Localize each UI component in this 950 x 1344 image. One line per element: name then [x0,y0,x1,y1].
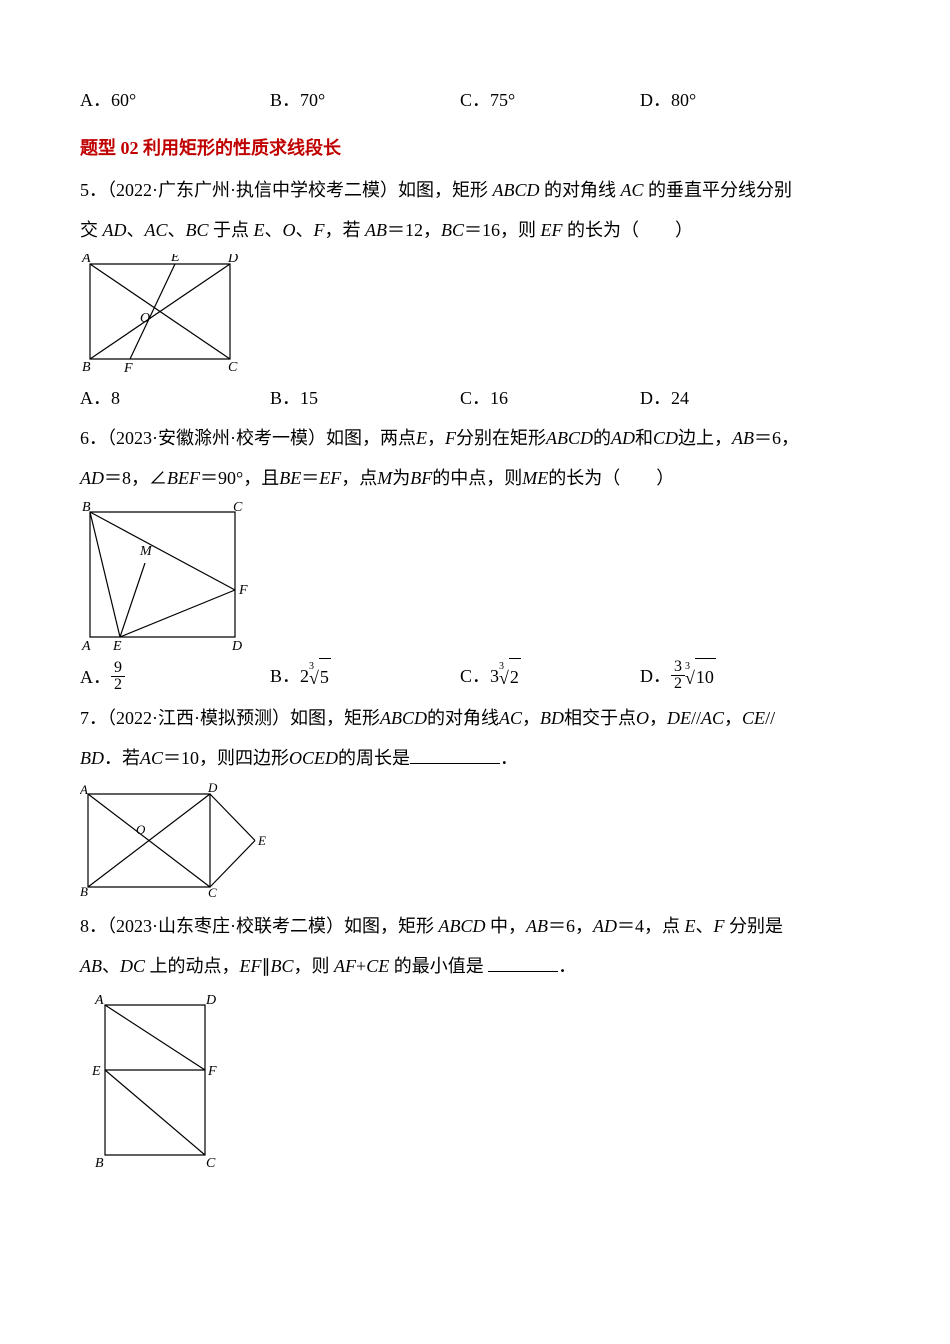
q5-option-a: A．8 [80,380,270,416]
svg-text:E: E [170,254,180,265]
q6-c-label: C． [460,666,490,686]
q6-d-den: 2 [671,676,685,692]
svg-text:C: C [208,885,217,900]
q7-stem: 7．（2022·江西·模拟预测）如图，矩形ABCD的对角线AC，BD相交于点O，… [80,700,890,736]
q6-source: （2023·安徽滁州·校考一模） [107,428,326,448]
q6-diagram: B C A D E F M [80,502,890,652]
q6-d-num: 3 [671,659,685,676]
svg-text:F: F [123,361,133,374]
svg-text:E: E [112,639,122,652]
q6-d-rad: 10 [695,658,716,695]
q4-option-d: D．80° [640,82,696,118]
svg-text:A: A [94,993,104,1008]
q6-option-c: C．332 [460,658,640,696]
svg-text:C: C [206,1156,216,1170]
q4-option-b: B．70° [270,82,460,118]
q8-diagram: A D B C E F [90,990,890,1170]
svg-text:M: M [139,544,153,559]
svg-text:B: B [80,884,88,899]
q6-a-label: A． [80,667,111,687]
q8-prefix: 8． [80,916,107,936]
q7-blank [410,745,500,764]
svg-text:B: B [82,360,91,374]
q4-option-a: A．60° [80,82,270,118]
q6-c-rad: 2 [509,658,521,695]
q5-prefix: 5． [80,180,107,200]
q6-options: A．92 B．235 C．332 D．32310 [80,658,890,696]
q7-stem-line2: BD．若AC＝10，则四边形OCED的周长是． [80,740,890,776]
q6-b-coef: 2 [300,666,309,686]
q5-source: （2022·广东广州·执信中学校考二模） [107,180,398,200]
q8-stem: 8．（2023·山东枣庄·校联考二模）如图，矩形 ABCD 中，AB＝6，AD＝… [80,908,890,944]
q6-b-rad: 5 [319,658,331,695]
svg-text:A: A [80,782,88,797]
section-heading-02: 题型 02 利用矩形的性质求线段长 [80,130,890,166]
q5-stem1: 如图，矩形 ABCD 的对角线 AC 的垂直平分线分别 [398,180,792,200]
q5-diagram: A B C D E F O [80,254,890,374]
svg-text:D: D [205,993,216,1008]
svg-text:F: F [207,1064,217,1079]
svg-text:B: B [82,502,91,515]
q6-b-label: B． [270,666,300,686]
svg-text:D: D [207,782,218,795]
svg-text:F: F [238,583,248,598]
svg-text:E: E [257,833,266,848]
q7-diagram: A D B C O E [80,782,890,902]
q4-options: A．60° B．70° C．75° D．80° [80,82,890,118]
svg-text:E: E [91,1064,101,1079]
q8-stem-line2: AB、DC 上的动点，EF∥BC，则 AF+CE 的最小值是 ． [80,948,890,984]
q5-option-c: C．16 [460,380,640,416]
q6-stem-line2: AD＝8，∠BEF＝90°，且BE＝EF，点M为BF的中点，则ME的长为（ ） [80,460,890,496]
q5-stem-line2: 交 AD、AC、BC 于点 E、O、F，若 AB＝12，BC＝16，则 EF 的… [80,212,890,248]
svg-text:A: A [81,254,91,266]
svg-text:O: O [140,311,150,326]
svg-text:D: D [227,254,238,266]
q6-c-idx: 3 [499,657,504,677]
q6-option-b: B．235 [270,658,460,696]
q6-d-label: D． [640,666,671,686]
svg-text:B: B [95,1156,104,1170]
q6-option-d: D．32310 [640,658,716,696]
q7-prefix: 7． [80,708,107,728]
q5-option-b: B．15 [270,380,460,416]
svg-text:A: A [81,639,91,652]
q5-options: A．8 B．15 C．16 D．24 [80,380,890,416]
svg-text:C: C [228,360,238,374]
svg-text:C: C [233,502,243,515]
q6-prefix: 6． [80,428,107,448]
q7-source: （2022·江西·模拟预测） [107,708,290,728]
svg-text:O: O [136,822,146,837]
q5-stem: 5．（2022·广东广州·执信中学校考二模）如图，矩形 ABCD 的对角线 AC… [80,172,890,208]
q6-c-coef: 3 [490,666,499,686]
q8-blank [488,953,558,972]
q5-option-d: D．24 [640,380,689,416]
q6-stem: 6．（2023·安徽滁州·校考一模）如图，两点E，F分别在矩形ABCD的AD和C… [80,420,890,456]
q6-d-idx: 3 [685,657,690,677]
q4-option-c: C．75° [460,82,640,118]
q8-source: （2023·山东枣庄·校联考二模） [107,916,344,936]
svg-text:D: D [231,639,242,652]
q6-a-num: 9 [111,660,125,677]
q6-b-idx: 3 [309,657,314,677]
q6-option-a: A．92 [80,659,270,695]
q6-a-den: 2 [111,677,125,693]
